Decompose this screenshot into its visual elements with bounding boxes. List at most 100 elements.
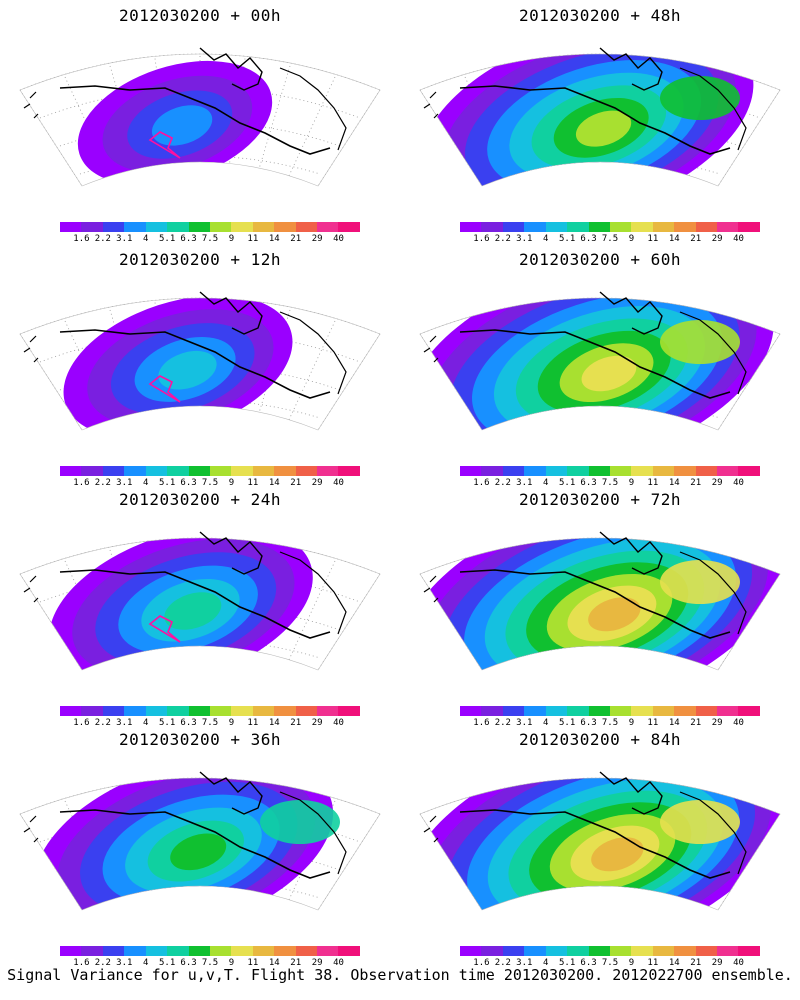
colorbar-label: 2.2: [494, 958, 511, 968]
colorbar-cell: [588, 706, 610, 716]
colorbar-cell: [145, 222, 168, 232]
colorbar-cell: [567, 706, 589, 716]
colorbar-cell: [295, 222, 318, 232]
colorbar-label: 6.3: [580, 718, 597, 728]
colorbar-label: 1.6: [473, 718, 490, 728]
colorbar-label: 14: [268, 718, 280, 728]
colorbar-label: 1.6: [73, 234, 90, 244]
colorbar-cell: [167, 706, 189, 716]
colorbar-labels: 1.6 2.2 3.1 4 5.1 6.3 7.5 9 11 14 21 29 40: [60, 718, 360, 728]
colorbar-label: 4: [542, 234, 549, 244]
flight-track: [148, 131, 181, 159]
colorbar-label: 11: [647, 234, 659, 244]
colorbar-cell: [524, 706, 546, 716]
colorbar-label: 2.2: [94, 958, 111, 968]
colorbar-label: 14: [668, 234, 680, 244]
colorbar-label: 6.3: [180, 958, 197, 968]
colorbar-cell: [60, 706, 82, 716]
colorbar-cell: [124, 946, 146, 956]
colorbar-cell: [252, 706, 275, 716]
colorbar-label: 5.1: [159, 478, 176, 488]
colorbar-label: 5.1: [159, 718, 176, 728]
colorbar-cell: [674, 706, 696, 716]
variance-field: [420, 54, 754, 186]
colorbar-cell: [102, 706, 125, 716]
forecast-panel: 2012030200 + 84h 1.6 2.2 3.1 4 5.1 6.3 7.5 9 11 14…: [400, 724, 800, 968]
colorbar-cell: [652, 466, 675, 476]
map: [419, 771, 781, 911]
colorbar-label: 4: [542, 718, 549, 728]
colorbar-label: 29: [311, 478, 323, 488]
colorbar-cell: [567, 222, 589, 232]
colorbar-cell: [502, 222, 525, 232]
colorbar-cell: [167, 222, 189, 232]
colorbar-label: 5.1: [559, 478, 576, 488]
colorbar-cell: [295, 466, 318, 476]
colorbar-label: 14: [268, 478, 280, 488]
variance-field: [63, 298, 293, 430]
colorbar-label: 7.5: [601, 234, 619, 244]
colorbar-cell: [60, 222, 82, 232]
colorbar-cell: [717, 946, 739, 956]
colorbar-cell: [545, 946, 568, 956]
colorbar-label: 11: [647, 958, 659, 968]
colorbar-label: 3.1: [116, 234, 133, 244]
colorbar-label: 2.2: [494, 478, 511, 488]
colorbar-label: 1.6: [473, 958, 490, 968]
colorbar-label: 7.5: [601, 718, 619, 728]
colorbar-label: 3.1: [516, 718, 533, 728]
colorbar-cell: [231, 946, 253, 956]
colorbar-cell: [502, 706, 525, 716]
colorbar-label: 1.6: [73, 478, 90, 488]
panel-title: 2012030200 + 60h: [518, 250, 682, 269]
colorbar-cell: [738, 222, 760, 232]
colorbar-label: 5.1: [559, 958, 576, 968]
colorbar-label: 21: [690, 958, 702, 968]
forecast-panel: 2012030200 + 72h 1.6 2.2 3.1 4 5.1 6.3 7.5 9 11 14…: [400, 484, 800, 728]
map: [419, 291, 781, 431]
colorbar-label: 11: [647, 718, 659, 728]
colorbar-cell: [631, 222, 653, 232]
colorbar-label: 21: [690, 478, 702, 488]
colorbar: [460, 706, 760, 716]
colorbar-cell: [124, 466, 146, 476]
colorbar-cell: [209, 946, 232, 956]
colorbar-label: 9: [228, 478, 235, 488]
colorbar-cell: [252, 222, 275, 232]
colorbar: [60, 706, 360, 716]
colorbar-cell: [588, 222, 610, 232]
colorbar-labels: 1.6 2.2 3.1 4 5.1 6.3 7.5 9 11 14 21 29 40: [60, 234, 360, 244]
colorbar-label: 4: [142, 958, 149, 968]
colorbar-cell: [695, 946, 718, 956]
colorbar-label: 40: [733, 478, 744, 488]
colorbar-cell: [209, 706, 232, 716]
colorbar-label: 40: [733, 958, 744, 968]
colorbar-label: 1.6: [473, 234, 490, 244]
colorbar-label: 40: [333, 234, 344, 244]
colorbar-label: 40: [733, 718, 744, 728]
colorbar-cell: [81, 706, 103, 716]
colorbar-cell: [317, 706, 339, 716]
colorbar-labels: 1.6 2.2 3.1 4 5.1 6.3 7.5 9 11 14 21 29 40: [460, 478, 760, 488]
colorbar-cell: [295, 706, 318, 716]
colorbar-cell: [717, 706, 739, 716]
colorbar: [60, 222, 360, 232]
colorbar-cell: [274, 706, 296, 716]
colorbar-cell: [102, 222, 125, 232]
colorbar-label: 6.3: [180, 718, 197, 728]
colorbar-cell: [524, 222, 546, 232]
colorbar-cell: [317, 946, 339, 956]
colorbar-cell: [81, 466, 103, 476]
colorbar-label: 5.1: [559, 234, 576, 244]
colorbar-label: 9: [628, 478, 635, 488]
forecast-panel: 2012030200 + 00h 1.6 2.2 3.1 4 5.1 6.3 7.5 9 11 14…: [0, 0, 400, 244]
colorbar-cell: [460, 946, 482, 956]
colorbar-labels: 1.6 2.2 3.1 4 5.1 6.3 7.5 9 11 14 21 29 40: [460, 958, 760, 968]
colorbar-cell: [567, 466, 589, 476]
colorbar-labels: 1.6 2.2 3.1 4 5.1 6.3 7.5 9 11 14 21 29 40: [460, 718, 760, 728]
colorbar: [460, 466, 760, 476]
colorbar-cell: [460, 706, 482, 716]
colorbar-cell: [481, 466, 503, 476]
colorbar-label: 14: [268, 958, 280, 968]
colorbar-cell: [167, 946, 189, 956]
